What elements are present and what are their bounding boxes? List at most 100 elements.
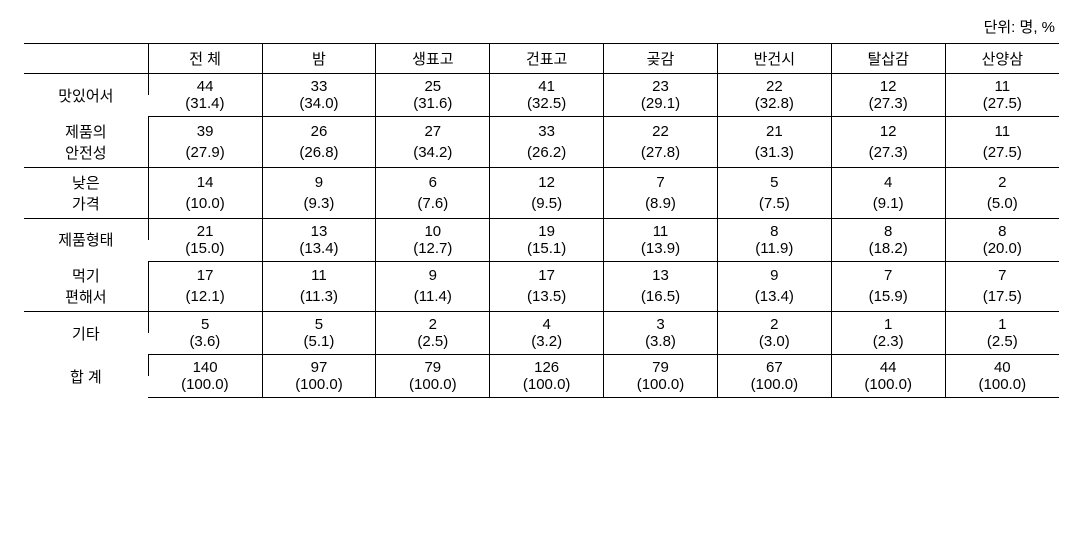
- cell-count: 2: [945, 167, 1059, 193]
- cell-count: 1: [831, 312, 945, 334]
- cell-count: 79: [376, 355, 490, 377]
- cell-pct: (15.9): [831, 286, 945, 312]
- cell-pct: (15.1): [490, 240, 604, 262]
- cell-pct: (34.2): [376, 142, 490, 168]
- cell-count: 8: [831, 218, 945, 240]
- cell-pct: (31.6): [376, 95, 490, 117]
- cell-pct: (11.4): [376, 286, 490, 312]
- col-hdr: 밤: [262, 44, 376, 74]
- cell-count: 33: [262, 74, 376, 96]
- cell-pct: (12.1): [148, 286, 262, 312]
- cell-count: 26: [262, 117, 376, 142]
- cell-count: 4: [490, 312, 604, 334]
- row-label: 안전성: [24, 142, 148, 168]
- table-row: 합 계 140 97 79 126 79 67 44 40: [24, 355, 1059, 377]
- cell-pct: (10.0): [148, 193, 262, 219]
- table-row: 가격 (10.0) (9.3) (7.6) (9.5) (8.9) (7.5) …: [24, 193, 1059, 219]
- cell-count: 9: [376, 261, 490, 286]
- cell-count: 40: [945, 355, 1059, 377]
- unit-label: 단위: 명, %: [24, 16, 1059, 37]
- table-row: 맛있어서 44 33 25 41 23 22 12 11: [24, 74, 1059, 96]
- cell-count: 21: [717, 117, 831, 142]
- cell-count: 27: [376, 117, 490, 142]
- row-label: 제품형태: [24, 218, 148, 261]
- cell-count: 23: [604, 74, 718, 96]
- cell-pct: (15.0): [148, 240, 262, 262]
- cell-count: 4: [831, 167, 945, 193]
- cell-count: 11: [945, 117, 1059, 142]
- cell-pct: (17.5): [945, 286, 1059, 312]
- row-label: 편해서: [24, 286, 148, 312]
- row-label: 가격: [24, 193, 148, 219]
- table-row: 제품형태 21 13 10 19 11 8 8 8: [24, 218, 1059, 240]
- cell-pct: (27.8): [604, 142, 718, 168]
- cell-pct: (27.9): [148, 142, 262, 168]
- row-label: 제품의: [24, 117, 148, 142]
- cell-count: 1: [945, 312, 1059, 334]
- col-hdr: 곶감: [604, 44, 718, 74]
- cell-pct: (27.5): [945, 95, 1059, 117]
- cell-pct: (11.3): [262, 286, 376, 312]
- cell-pct: (26.8): [262, 142, 376, 168]
- col-hdr: 생표고: [376, 44, 490, 74]
- cell-count: 13: [604, 261, 718, 286]
- cell-pct: (31.4): [148, 95, 262, 117]
- cell-pct: (100.0): [262, 376, 376, 398]
- cell-count: 33: [490, 117, 604, 142]
- cell-count: 17: [490, 261, 604, 286]
- cell-pct: (100.0): [831, 376, 945, 398]
- cell-count: 44: [148, 74, 262, 96]
- cell-pct: (9.5): [490, 193, 604, 219]
- col-hdr: 산양삼: [945, 44, 1059, 74]
- row-label: 맛있어서: [24, 74, 148, 117]
- cell-pct: (34.0): [262, 95, 376, 117]
- cell-count: 2: [717, 312, 831, 334]
- cell-count: 44: [831, 355, 945, 377]
- table-row: 제품의 39 26 27 33 22 21 12 11: [24, 117, 1059, 142]
- cell-pct: (18.2): [831, 240, 945, 262]
- col-hdr: 탈삽감: [831, 44, 945, 74]
- cell-count: 5: [717, 167, 831, 193]
- table-row: (100.0) (100.0) (100.0) (100.0) (100.0) …: [24, 376, 1059, 398]
- row-label: 먹기: [24, 261, 148, 286]
- cell-pct: (2.5): [945, 333, 1059, 355]
- cell-pct: (32.8): [717, 95, 831, 117]
- cell-count: 7: [604, 167, 718, 193]
- cell-pct: (5.0): [945, 193, 1059, 219]
- cell-pct: (7.5): [717, 193, 831, 219]
- cell-pct: (16.5): [604, 286, 718, 312]
- cell-count: 67: [717, 355, 831, 377]
- cell-pct: (13.4): [717, 286, 831, 312]
- cell-count: 11: [604, 218, 718, 240]
- cell-pct: (7.6): [376, 193, 490, 219]
- cell-pct: (27.5): [945, 142, 1059, 168]
- cell-pct: (3.8): [604, 333, 718, 355]
- cell-count: 3: [604, 312, 718, 334]
- cell-pct: (9.3): [262, 193, 376, 219]
- cell-pct: (13.9): [604, 240, 718, 262]
- cell-count: 13: [262, 218, 376, 240]
- cell-pct: (100.0): [717, 376, 831, 398]
- cell-count: 11: [945, 74, 1059, 96]
- cell-pct: (8.9): [604, 193, 718, 219]
- table-row: (15.0) (13.4) (12.7) (15.1) (13.9) (11.9…: [24, 240, 1059, 262]
- cell-count: 12: [831, 74, 945, 96]
- cell-count: 17: [148, 261, 262, 286]
- table-row: 낮은 14 9 6 12 7 5 4 2: [24, 167, 1059, 193]
- table-row: 기타 5 5 2 4 3 2 1 1: [24, 312, 1059, 334]
- cell-count: 140: [148, 355, 262, 377]
- cell-count: 22: [717, 74, 831, 96]
- col-hdr: [24, 44, 148, 74]
- cell-pct: (100.0): [148, 376, 262, 398]
- cell-pct: (100.0): [490, 376, 604, 398]
- cell-pct: (3.2): [490, 333, 604, 355]
- cell-count: 97: [262, 355, 376, 377]
- cell-pct: (32.5): [490, 95, 604, 117]
- cell-pct: (20.0): [945, 240, 1059, 262]
- cell-pct: (11.9): [717, 240, 831, 262]
- cell-pct: (2.3): [831, 333, 945, 355]
- cell-pct: (3.0): [717, 333, 831, 355]
- cell-count: 6: [376, 167, 490, 193]
- cell-pct: (27.3): [831, 95, 945, 117]
- cell-count: 8: [717, 218, 831, 240]
